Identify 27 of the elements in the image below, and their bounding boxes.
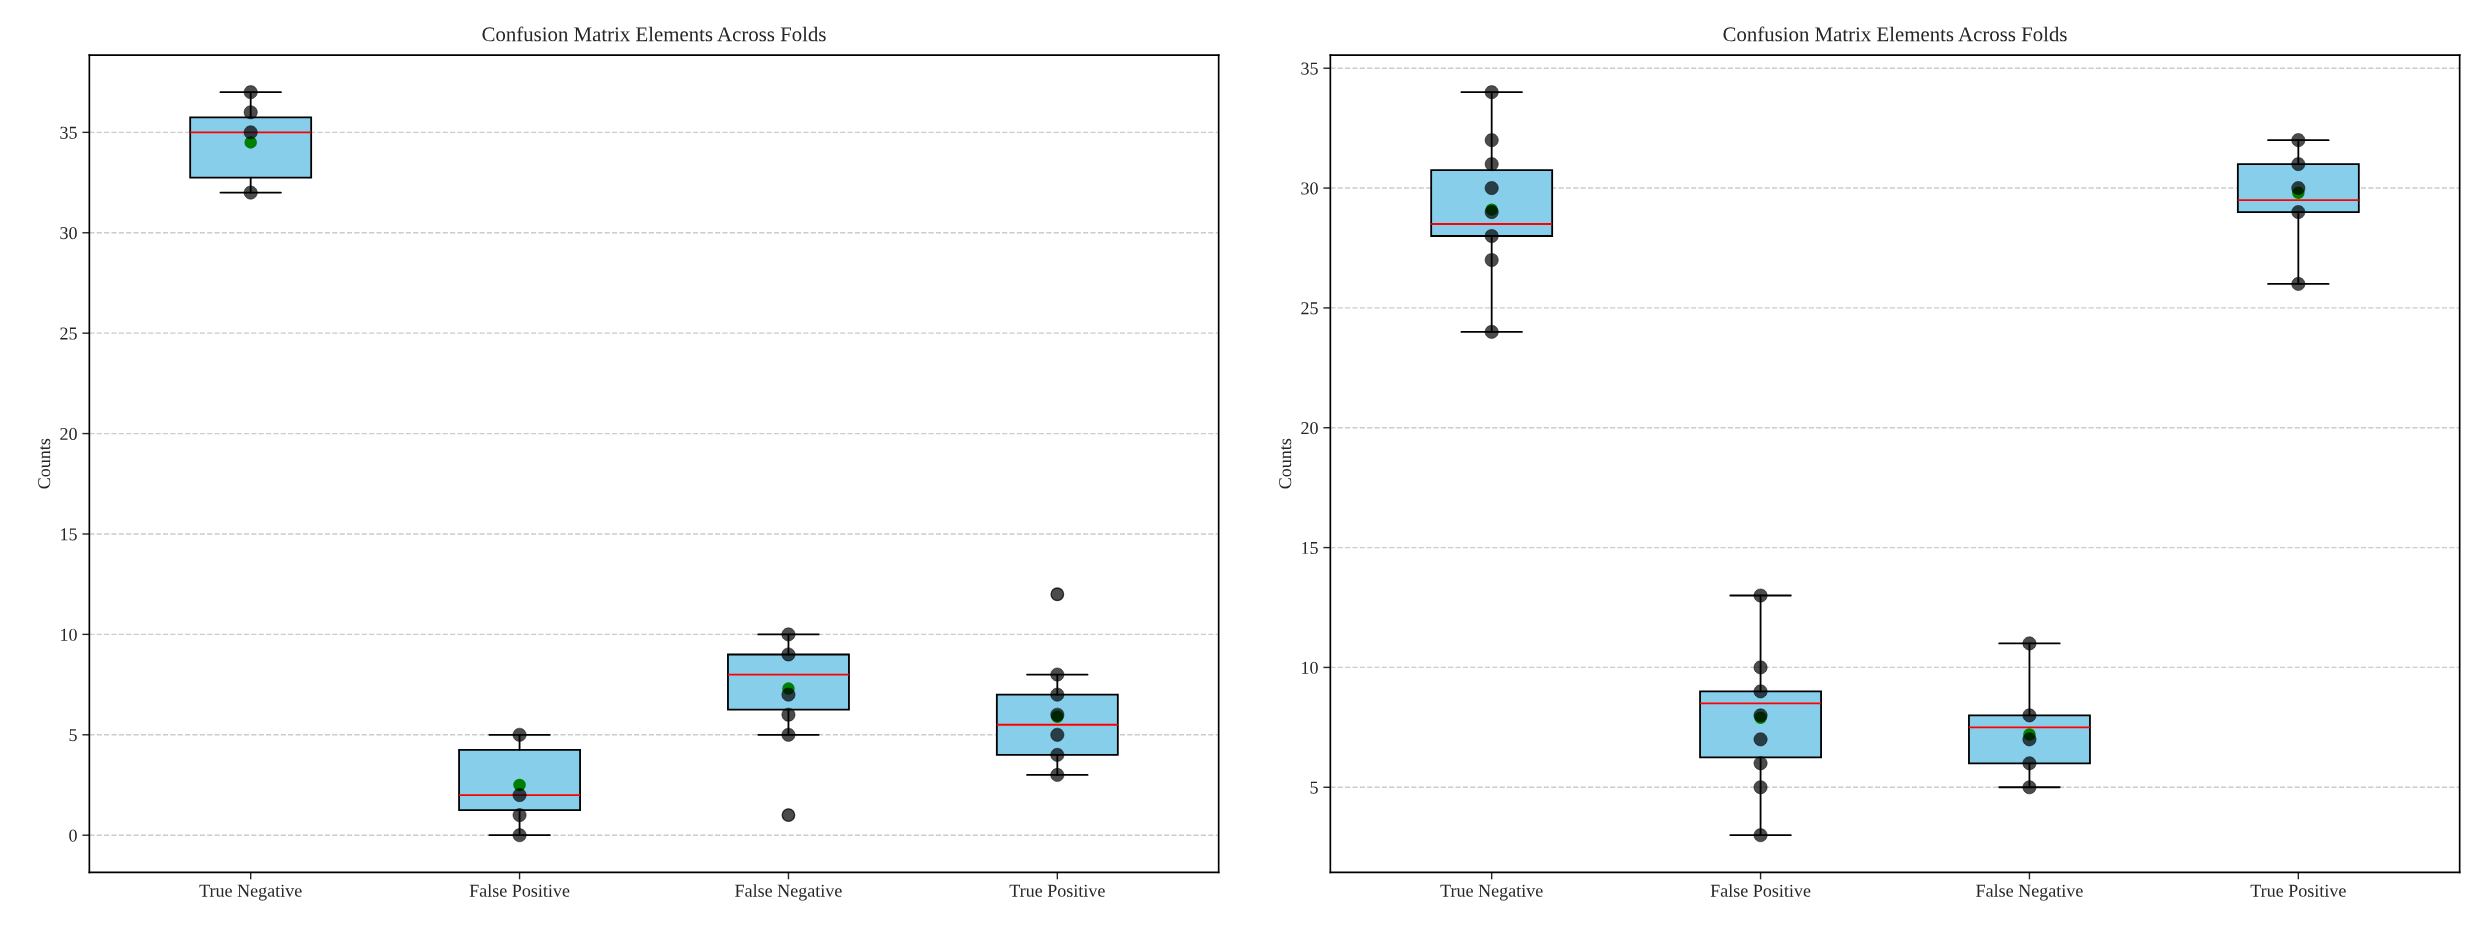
y-tick-label: 35 — [1301, 62, 1318, 75]
x-tick-label: True Positive — [2250, 884, 2346, 897]
y-tick-label: 10 — [61, 628, 77, 641]
chart-title: Confusion Matrix Elements Across Folds — [1723, 26, 2067, 42]
x-tick-label: True Negative — [199, 884, 302, 901]
x-tick-label: True Positive — [1009, 884, 1105, 897]
y-tick-label: 20 — [60, 427, 77, 441]
x-tick-label: False Positive — [1710, 884, 1811, 897]
chart-title: Confusion Matrix Elements Across Folds — [482, 26, 826, 42]
y-tick-label: 30 — [60, 227, 77, 240]
x-tick-label: True Negative — [1440, 884, 1543, 901]
y-tick-label: 15 — [61, 528, 77, 541]
y-tick-label: 5 — [1310, 781, 1318, 794]
y-tick-label: 25 — [1301, 302, 1318, 315]
y-tick-label: 35 — [60, 126, 77, 139]
x-tick-label: False Positive — [469, 884, 570, 897]
y-tick-label: 5 — [69, 729, 77, 742]
y-tick-label: 0 — [69, 829, 77, 842]
y-tick-label: 20 — [1301, 422, 1318, 435]
y-tick-label: 10 — [1302, 661, 1318, 674]
y-axis-title: Counts — [1279, 438, 1292, 489]
x-tick-label: False Negative — [735, 884, 842, 901]
y-tick-label: 25 — [60, 327, 77, 340]
y-tick-label: 30 — [1301, 182, 1318, 195]
x-tick-label: False Negative — [1976, 884, 2083, 901]
y-axis-title: Counts — [38, 438, 51, 489]
y-tick-label: 15 — [1302, 541, 1318, 555]
